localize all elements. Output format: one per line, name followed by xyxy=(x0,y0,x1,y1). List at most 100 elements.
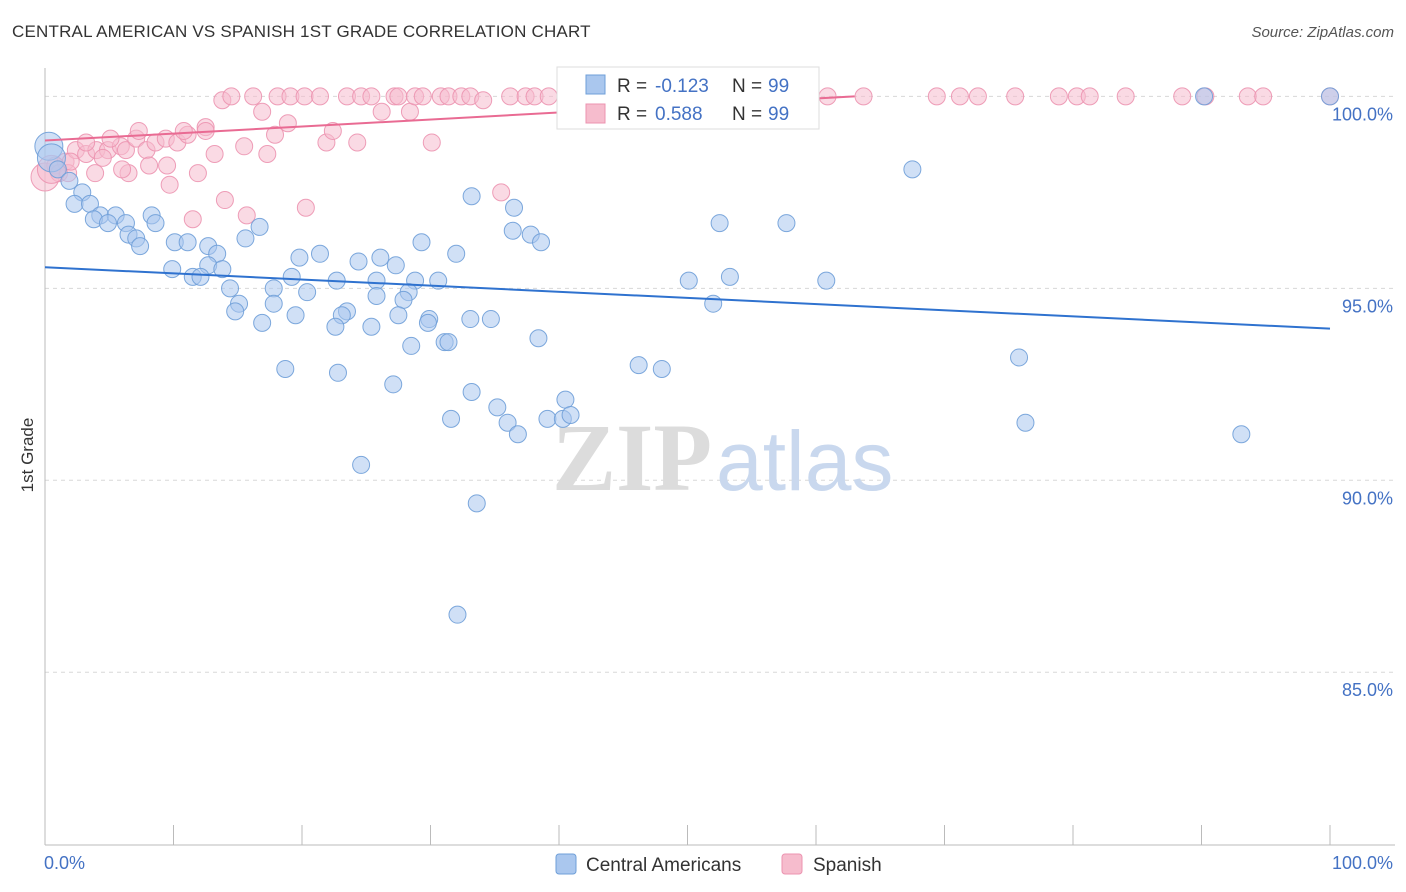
central-american-point-94 xyxy=(710,214,729,233)
spanish-point-51 xyxy=(539,87,558,106)
central-american-point-27 xyxy=(349,252,368,271)
legend-r-value-1: -0.123 xyxy=(655,76,709,97)
spanish-point-84 xyxy=(215,191,234,210)
central-american-point-92 xyxy=(412,233,431,252)
legend-n-value-2: 99 xyxy=(768,104,789,125)
central-american-point-25 xyxy=(290,248,309,267)
central-american-point-69 xyxy=(817,271,836,290)
central-american-point-79 xyxy=(561,406,580,425)
y-tick-label-0: 85.0% xyxy=(1342,680,1393,700)
central-american-point-29 xyxy=(386,256,405,275)
spanish-point-23 xyxy=(258,144,277,163)
central-american-point-28 xyxy=(371,248,390,267)
central-american-point-77 xyxy=(538,409,557,428)
spanish-point-30 xyxy=(323,121,342,140)
central-american-point-22 xyxy=(250,217,269,236)
central-american-point-70 xyxy=(384,375,403,394)
central-american-point-88 xyxy=(532,233,551,252)
spanish-point-35 xyxy=(372,102,391,121)
legend-swatch-blue xyxy=(585,74,606,95)
central-american-point-46 xyxy=(226,302,245,321)
central-american-point-76 xyxy=(508,425,527,444)
spanish-point-83 xyxy=(183,210,202,229)
central-american-point-73 xyxy=(556,390,575,409)
bottom-legend-central-americans: Central Americans xyxy=(586,855,741,876)
y-tick-label-1: 90.0% xyxy=(1342,488,1393,508)
bottom-legend: Central Americans Spanish xyxy=(555,853,882,876)
spanish-point-68 xyxy=(1006,87,1025,106)
spanish-point-71 xyxy=(1080,87,1099,106)
central-american-point-26 xyxy=(310,244,329,263)
spanish-point-37 xyxy=(389,87,408,106)
spanish-point-92 xyxy=(77,133,96,152)
watermark-zip: ZIP xyxy=(552,404,712,511)
central-american-point-82 xyxy=(1232,425,1251,444)
spanish-point-82 xyxy=(160,175,179,194)
central-american-point-62 xyxy=(276,359,295,378)
central-american-point-32 xyxy=(191,267,210,286)
spanish-point-90 xyxy=(174,121,193,140)
spanish-point-66 xyxy=(950,87,969,106)
stats-legend: R = -0.123 N = 99 R = 0.588 N = 99 xyxy=(556,66,820,130)
central-american-point-90 xyxy=(505,198,524,217)
central-american-point-91 xyxy=(462,187,481,206)
spanish-point-79 xyxy=(86,164,105,183)
spanish-point-38 xyxy=(400,102,419,121)
central-american-point-10 xyxy=(98,214,117,233)
bottom-legend-swatch-blue xyxy=(555,853,577,875)
spanish-point-64 xyxy=(854,87,873,106)
spanish-point-85 xyxy=(237,206,256,225)
spanish-point-41 xyxy=(422,133,441,152)
central-american-point-83 xyxy=(352,455,371,474)
central-american-point-45 xyxy=(264,294,283,313)
spanish-point-73 xyxy=(1173,87,1192,106)
central-american-point-55 xyxy=(326,317,345,336)
spanish-point-28 xyxy=(310,87,329,106)
spanish-point-17 xyxy=(205,144,224,163)
spanish-point-72 xyxy=(1116,87,1135,106)
spanish-point-40 xyxy=(413,87,432,106)
spanish-point-87 xyxy=(296,198,315,217)
central-american-point-30 xyxy=(163,260,182,279)
central-american-point-96 xyxy=(903,160,922,179)
spanish-point-27 xyxy=(295,87,314,106)
central-american-point-5 xyxy=(65,194,84,213)
central-american-point-2 xyxy=(48,160,67,179)
spanish-point-75 xyxy=(1238,87,1257,106)
legend-n-label-2: N = xyxy=(732,104,762,125)
spanish-point-93 xyxy=(101,129,120,148)
central-american-point-3 xyxy=(60,171,79,190)
legend-r-label-2: R = xyxy=(617,104,647,125)
central-american-point-84 xyxy=(467,494,486,513)
central-american-point-53 xyxy=(481,310,500,329)
spanish-point-98 xyxy=(113,160,132,179)
gridlines xyxy=(45,95,1395,673)
central-american-point-16 xyxy=(131,237,150,256)
central-american-point-58 xyxy=(402,336,421,355)
central-american-point-39 xyxy=(264,279,283,298)
spanish-point-97 xyxy=(93,148,112,167)
bottom-legend-swatch-pink xyxy=(781,853,803,875)
source-label: Source: ZipAtlas.com xyxy=(1251,24,1394,41)
spanish-point-69 xyxy=(1049,87,1068,106)
central-american-point-38 xyxy=(221,279,240,298)
central-american-point-66 xyxy=(704,294,723,313)
central-american-point-34 xyxy=(282,267,301,286)
central-american-point-60 xyxy=(529,329,548,348)
spanish-point-76 xyxy=(1254,87,1273,106)
spanish-point-19 xyxy=(222,87,241,106)
spanish-point-48 xyxy=(501,87,520,106)
spanish-point-20 xyxy=(235,137,254,156)
x-tick-label-min: 0.0% xyxy=(44,853,85,873)
spanish-point-33 xyxy=(348,133,367,152)
legend-r-value-2: 0.588 xyxy=(655,104,703,125)
y-axis-title: 1st Grade xyxy=(18,418,37,493)
central-american-point-43 xyxy=(394,290,413,309)
y-tick-label-3: 100.0% xyxy=(1332,104,1393,124)
central-american-point-35 xyxy=(367,271,386,290)
watermark: ZIP atlas xyxy=(552,404,893,511)
central-american-point-67 xyxy=(679,271,698,290)
x-tick-label-max: 100.0% xyxy=(1332,853,1393,873)
spanish-point-47 xyxy=(492,183,511,202)
central-american-point-40 xyxy=(298,283,317,302)
